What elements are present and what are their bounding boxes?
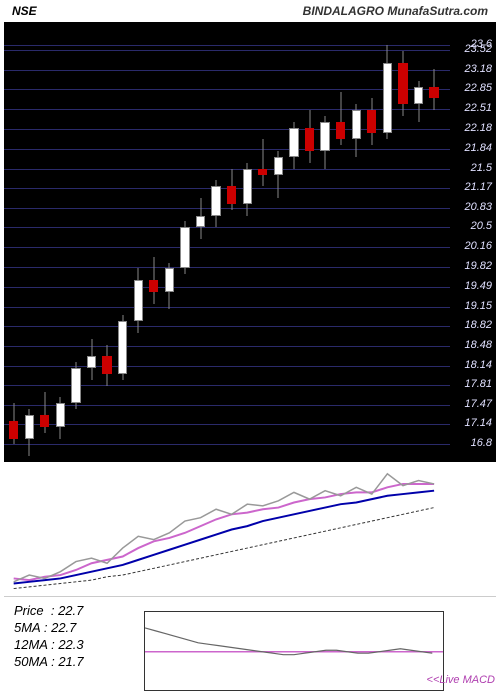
y-tick-label: 20.83: [464, 201, 492, 213]
macd-signal-line: [145, 628, 432, 655]
y-tick-label: 19.82: [464, 260, 492, 272]
bottom-panel: Price : 22.7 5MA : 22.7 12MA : 22.3 50MA…: [4, 597, 496, 695]
y-tick-label: 21.84: [464, 142, 492, 154]
y-tick-label: 19.49: [464, 280, 492, 292]
indicator-line-50MA: [14, 508, 434, 589]
stat-5ma: 5MA : 22.7: [14, 620, 84, 635]
y-tick-label: 21.5: [471, 162, 492, 174]
stat-price: Price : 22.7: [14, 603, 84, 618]
price-y-axis: 23.623.5223.1822.8522.5122.1821.8421.521…: [450, 22, 494, 462]
y-tick-label: 23.18: [464, 63, 492, 75]
indicator-line-price: [14, 474, 434, 582]
exchange-label: NSE: [12, 4, 37, 18]
y-tick-label: 22.51: [464, 102, 492, 114]
y-tick-label: 18.82: [464, 319, 492, 331]
y-tick-label: 20.5: [471, 220, 492, 232]
y-tick-label: 22.85: [464, 82, 492, 94]
chart-header: NSE BINDALAGRO MunafaSutra.com: [4, 4, 496, 18]
macd-line: [145, 612, 443, 691]
stat-12ma: 12MA : 22.3: [14, 637, 84, 652]
stats-block: Price : 22.7 5MA : 22.7 12MA : 22.3 50MA…: [4, 597, 94, 695]
y-tick-label: 17.81: [464, 378, 492, 390]
moving-average-chart: [4, 462, 496, 597]
stat-50ma: 50MA : 21.7: [14, 654, 84, 669]
stock-chart-container: NSE BINDALAGRO MunafaSutra.com 23.623.52…: [0, 0, 500, 700]
ma-lines: [4, 462, 450, 597]
macd-panel: <<Live MACD: [144, 611, 444, 691]
chart-title: BINDALAGRO MunafaSutra.com: [303, 4, 488, 18]
y-tick-label: 17.14: [464, 417, 492, 429]
candlestick-chart: 23.623.5223.1822.8522.5122.1821.8421.521…: [4, 22, 496, 462]
y-tick-label: 18.48: [464, 339, 492, 351]
y-tick-label: 21.17: [464, 181, 492, 193]
y-tick-label: 23.52: [464, 43, 492, 55]
y-tick-label: 17.47: [464, 398, 492, 410]
y-tick-label: 20.16: [464, 240, 492, 252]
y-tick-label: 18.14: [464, 359, 492, 371]
y-tick-label: 22.18: [464, 122, 492, 134]
y-tick-label: 19.15: [464, 300, 492, 312]
macd-label: <<Live MACD: [427, 674, 495, 686]
candlestick-series: [4, 22, 450, 462]
y-tick-label: 16.8: [471, 437, 492, 449]
